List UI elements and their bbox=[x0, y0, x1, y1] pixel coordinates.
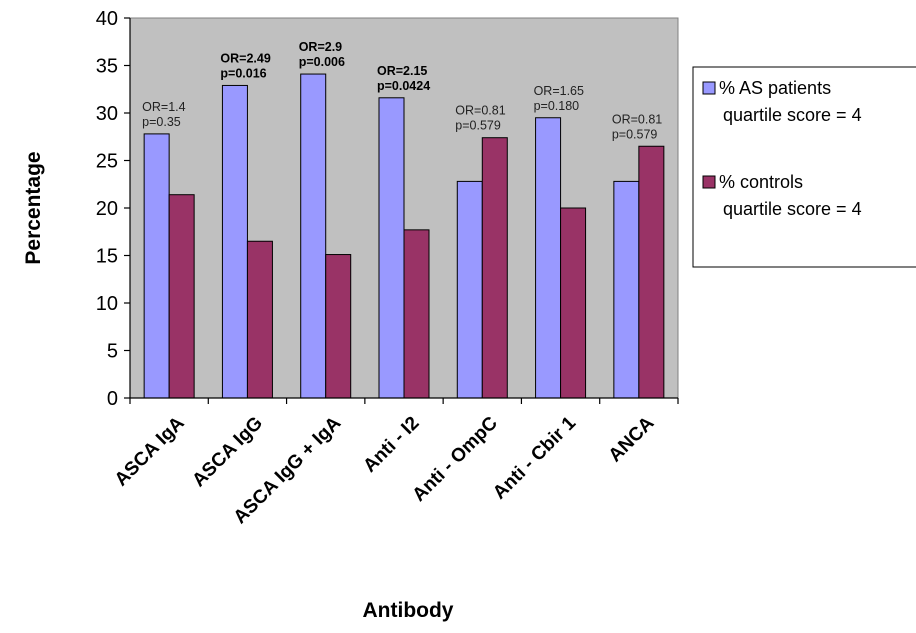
bar-controls-asca-iga bbox=[168, 194, 195, 399]
x-tick-label-anti-cbir-1: Anti - Cbir 1 bbox=[489, 412, 580, 503]
legend-label-as-patients-2: quartile score = 4 bbox=[723, 105, 862, 125]
annotation-p-anti-ompc: p=0.579 bbox=[455, 119, 501, 133]
bar-controls-anti-cbir-1 bbox=[560, 207, 587, 399]
legend-label-controls-1: % controls bbox=[719, 172, 803, 192]
y-tick-label: 40 bbox=[96, 8, 118, 30]
bar-as-patients-asca-iga bbox=[143, 133, 170, 399]
y-tick-label: 0 bbox=[107, 388, 118, 410]
y-axis: 0 5 10 15 20 25 30 35 40 bbox=[96, 8, 131, 410]
bar-controls-anti-i2 bbox=[403, 229, 430, 399]
annotation-p-asca-igg-iga: p=0.006 bbox=[299, 55, 345, 69]
y-tick-label: 25 bbox=[96, 151, 118, 173]
legend-swatch-controls bbox=[702, 175, 716, 189]
annotation-p-asca-igg: p=0.016 bbox=[220, 66, 266, 80]
bar-controls-anti-ompc bbox=[481, 137, 508, 399]
x-tick-label-anca: ANCA bbox=[605, 412, 659, 466]
y-tick-label: 20 bbox=[96, 198, 118, 220]
bar-as-patients-anti-i2 bbox=[378, 97, 405, 399]
bar-as-patients-asca-igg-iga bbox=[300, 73, 327, 399]
x-tick-label-asca-iga: ASCA IgA bbox=[111, 412, 189, 490]
y-tick-label: 10 bbox=[96, 293, 118, 315]
legend: % AS patients quartile score = 4 % control… bbox=[692, 66, 916, 268]
legend-box bbox=[692, 66, 916, 268]
annotation-p-anca: p=0.579 bbox=[612, 127, 658, 141]
bar-controls-anca bbox=[638, 145, 665, 399]
x-tick-label-anti-i2: Anti - I2 bbox=[359, 413, 423, 477]
x-tick-label-asca-igg: ASCA IgG bbox=[188, 413, 267, 492]
annotation-or-anti-ompc: OR=0.81 bbox=[455, 104, 505, 118]
x-axis-title: Antibody bbox=[363, 599, 454, 622]
annotation-p-anti-i2: p=0.0424 bbox=[377, 79, 430, 93]
bar-as-patients-anti-cbir-1 bbox=[535, 117, 562, 399]
annotation-or-asca-iga: OR=1.4 bbox=[142, 100, 185, 114]
legend-swatch-as-patients bbox=[702, 81, 716, 95]
y-tick-label: 15 bbox=[96, 246, 118, 268]
annotation-p-asca-iga: p=0.35 bbox=[142, 115, 181, 129]
annotations: OR=1.4p=0.35 OR=2.49p=0.016 OR=2.9p=0.006 O… bbox=[142, 40, 662, 141]
legend-label-controls-2: quartile score = 4 bbox=[723, 199, 862, 219]
bar-controls-asca-igg-iga bbox=[325, 254, 352, 399]
y-axis-title: Percentage bbox=[22, 151, 45, 264]
bar-as-patients-asca-igg bbox=[221, 84, 248, 399]
x-tick-label-anti-ompc: Anti - OmpC bbox=[409, 412, 502, 505]
bar-as-patients-anca bbox=[613, 180, 640, 399]
y-tick-label: 5 bbox=[107, 341, 118, 363]
annotation-or-asca-igg: OR=2.49 bbox=[220, 51, 270, 65]
y-tick-label: 30 bbox=[96, 103, 118, 125]
annotation-or-anti-cbir-1: OR=1.65 bbox=[534, 84, 584, 98]
annotation-or-anca: OR=0.81 bbox=[612, 112, 662, 126]
annotation-or-anti-i2: OR=2.15 bbox=[377, 64, 427, 78]
bar-as-patients-anti-ompc bbox=[456, 180, 483, 399]
y-tick-label: 35 bbox=[96, 56, 118, 78]
bar-controls-asca-igg bbox=[246, 240, 273, 399]
annotation-p-anti-cbir-1: p=0.180 bbox=[534, 99, 580, 113]
annotation-or-asca-igg-iga: OR=2.9 bbox=[299, 40, 342, 54]
legend-label-as-patients-1: % AS patients bbox=[719, 78, 831, 98]
